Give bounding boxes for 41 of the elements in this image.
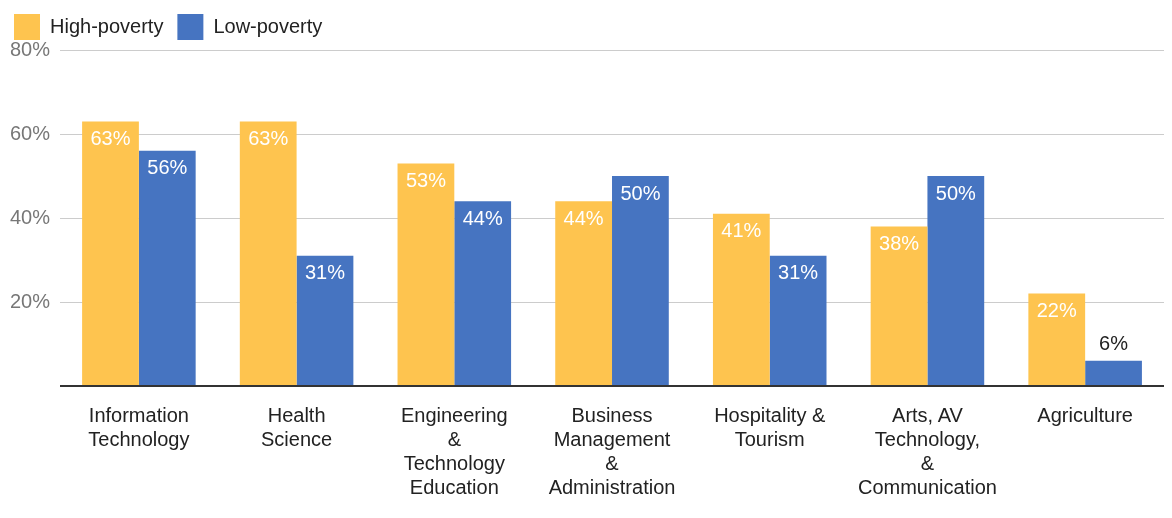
- data-label: 50%: [935, 181, 977, 204]
- x-tick-label: Business Management & Administration: [548, 403, 676, 498]
- data-label: 31%: [778, 261, 819, 284]
- bar: [138, 150, 196, 385]
- data-label: 50%: [620, 181, 661, 204]
- bar: [612, 176, 669, 385]
- data-label: 56%: [147, 156, 188, 179]
- bar: [397, 163, 455, 385]
- bar: [454, 201, 512, 385]
- x-tick-label: Health Science: [261, 403, 333, 450]
- data-label: 44%: [462, 206, 503, 229]
- x-tick-label: Arts, AV Technology, & Communication: [857, 403, 997, 498]
- bar: [1085, 360, 1142, 385]
- bar: [769, 255, 827, 385]
- bar: [82, 121, 139, 385]
- x-tick-label: Information Technology: [88, 403, 190, 450]
- x-tick-label: Hospitality & Tourism: [714, 403, 826, 450]
- bar: [239, 121, 297, 385]
- legend-label: High-poverty: [50, 14, 164, 37]
- data-label: 38%: [879, 231, 920, 254]
- bar: [1028, 293, 1086, 385]
- bar: [927, 176, 985, 385]
- y-tick-label: 40%: [10, 205, 51, 228]
- data-label: 31%: [304, 261, 346, 284]
- data-label: 41%: [721, 219, 762, 242]
- data-label: 6%: [1099, 332, 1129, 355]
- y-tick-label: 60%: [10, 121, 51, 144]
- legend-label: Low-poverty: [213, 14, 323, 37]
- x-tick-label: Agriculture: [1037, 403, 1133, 426]
- bar: [296, 255, 354, 385]
- bar: [555, 201, 613, 385]
- y-tick-label: 80%: [10, 37, 51, 60]
- data-label: 53%: [405, 168, 447, 191]
- data-label: 63%: [90, 126, 131, 149]
- y-tick-label: 20%: [10, 289, 51, 312]
- bar: [712, 213, 770, 385]
- bar: [870, 226, 928, 385]
- data-label: 44%: [563, 206, 604, 229]
- x-tick-label: Engineering & Technology Education: [400, 403, 508, 498]
- data-label: 63%: [248, 126, 289, 149]
- data-label: 22%: [1036, 299, 1077, 322]
